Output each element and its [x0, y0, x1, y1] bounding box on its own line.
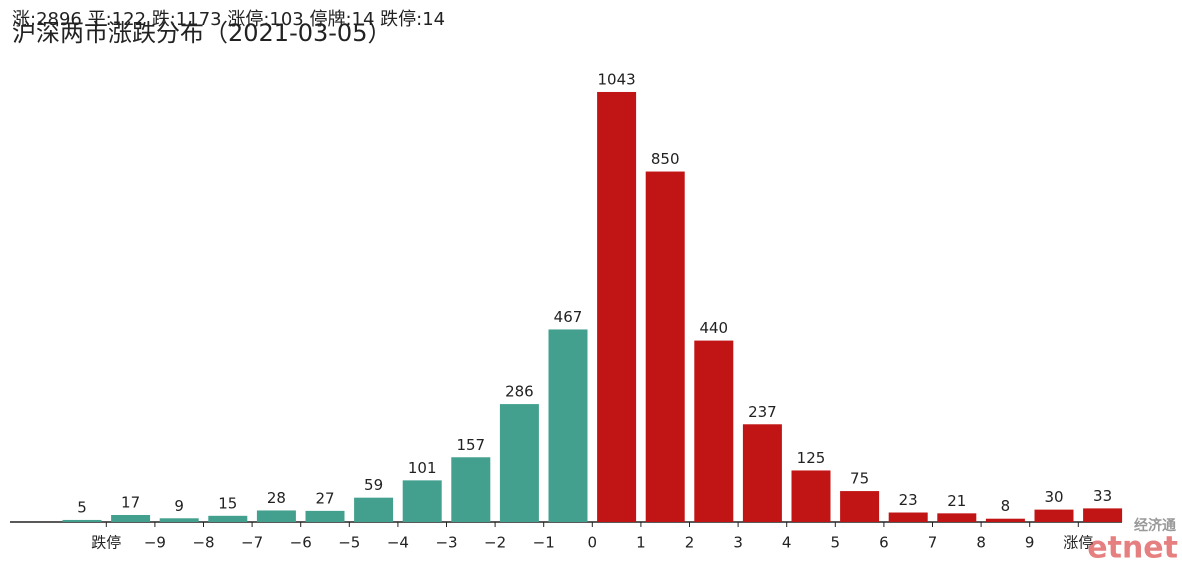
data-label: 237 [748, 403, 777, 421]
data-label: 75 [850, 470, 869, 488]
data-label: 157 [456, 436, 485, 454]
x-tick-label: 1 [636, 534, 646, 552]
summary: 涨:2896 平:122 跌:1173 涨停:103 停牌:14 跌停:14 [12, 9, 445, 30]
x-tick-label: 3 [733, 534, 743, 552]
bar [305, 510, 345, 522]
data-label: 59 [364, 476, 383, 494]
data-label: 5 [77, 498, 87, 516]
data-label: 467 [554, 308, 583, 326]
x-tick-label: −1 [533, 534, 555, 552]
bar [256, 510, 296, 522]
data-label: 8 [1001, 497, 1011, 515]
bar [888, 512, 928, 522]
bar [451, 457, 491, 522]
data-label: 15 [218, 494, 237, 512]
bar [208, 515, 248, 522]
x-tick-label: −2 [484, 534, 506, 552]
x-tick-label: −8 [192, 534, 214, 552]
data-label: 27 [315, 489, 334, 507]
bar [111, 514, 151, 522]
data-label: 286 [505, 383, 534, 401]
chart-title: 沪深两市涨跌分布（2021-03-05） [12, 19, 391, 47]
data-label: 9 [174, 497, 184, 515]
x-tick-label: −7 [241, 534, 263, 552]
data-label: 21 [947, 492, 966, 510]
bar [597, 91, 637, 522]
data-label: 440 [699, 319, 728, 337]
bar [62, 519, 102, 522]
bar [791, 470, 831, 522]
x-tick-label: 2 [685, 534, 695, 552]
data-label: 125 [797, 449, 826, 467]
data-label: 28 [267, 489, 286, 507]
bar [402, 480, 442, 522]
watermark-logo: etnet [1087, 531, 1178, 562]
bar [548, 329, 588, 522]
x-tick-label: 跌停 [91, 534, 121, 552]
x-tick-label: 5 [831, 534, 841, 552]
bar [1083, 508, 1123, 522]
data-label: 30 [1044, 488, 1063, 506]
bar [694, 340, 734, 522]
x-tick-label: 涨停 [1063, 534, 1093, 552]
x-tick-label: −9 [144, 534, 166, 552]
bar [840, 491, 880, 522]
x-tick-label: −5 [338, 534, 360, 552]
x-tick-label: −4 [387, 534, 409, 552]
x-tick-label: 7 [928, 534, 938, 552]
bar [1034, 509, 1074, 522]
bar [499, 404, 539, 522]
bar [645, 171, 685, 523]
data-label: 1043 [598, 70, 636, 88]
bar [354, 497, 394, 522]
bar [985, 518, 1025, 522]
watermark-cn: 经济通 [1134, 517, 1176, 534]
bar [742, 424, 782, 522]
x-tick-label: 4 [782, 534, 792, 552]
x-tick-label: 8 [976, 534, 986, 552]
x-tick-label: 9 [1025, 534, 1035, 552]
bar [159, 518, 199, 522]
data-label: 17 [121, 493, 140, 511]
data-label: 850 [651, 150, 680, 168]
data-label: 33 [1093, 487, 1112, 505]
x-tick-label: 6 [879, 534, 889, 552]
data-label: 101 [408, 459, 437, 477]
x-tick-label: 0 [588, 534, 598, 552]
x-tick-label: −6 [290, 534, 312, 552]
bar [937, 513, 977, 522]
data-label: 23 [899, 491, 918, 509]
x-tick-label: −3 [435, 534, 457, 552]
